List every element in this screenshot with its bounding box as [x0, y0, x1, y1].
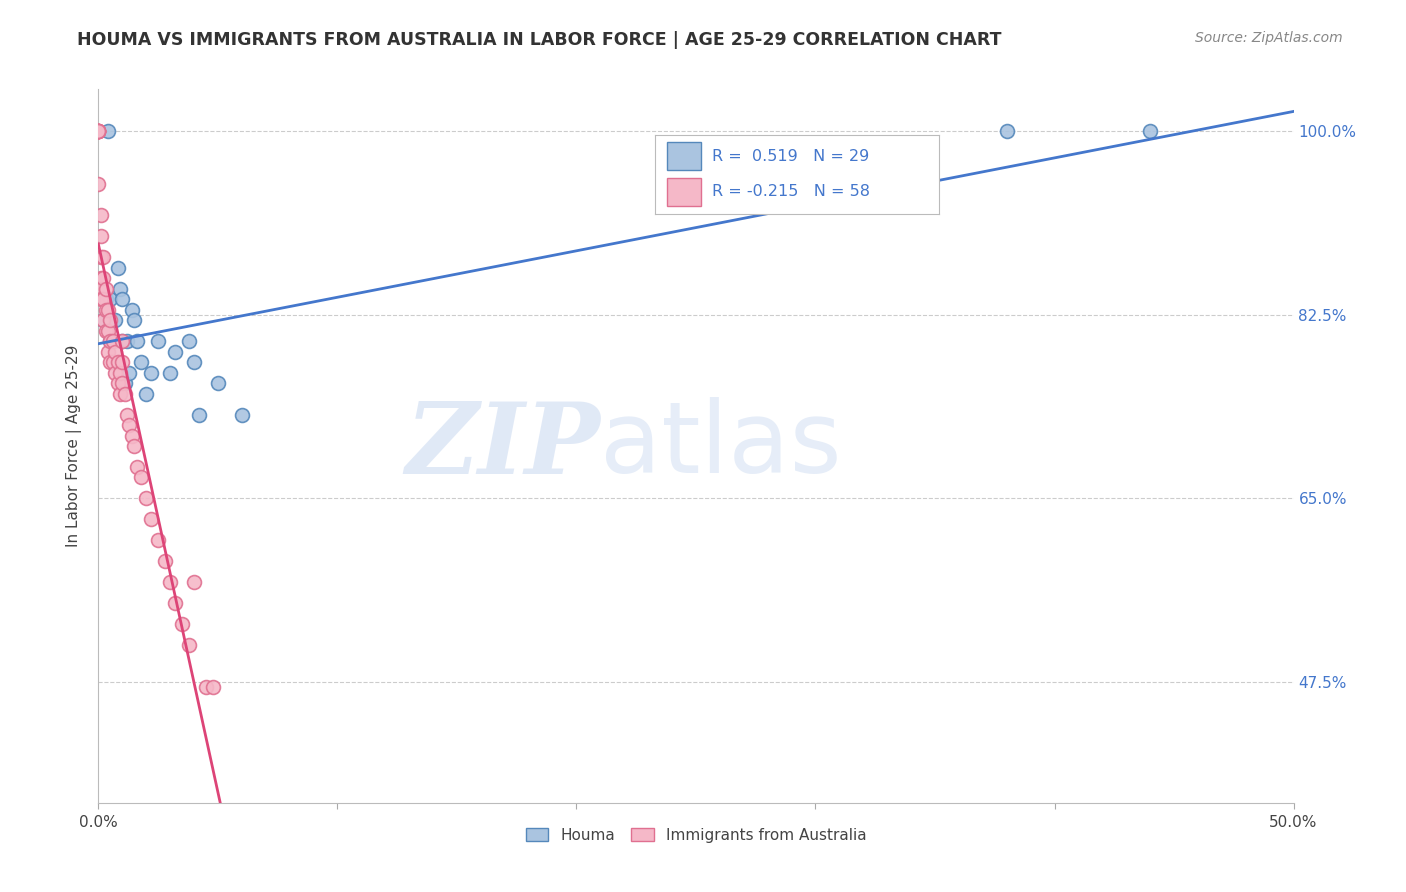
Point: [90, 271, 112, 285]
Point: [101, 355, 124, 369]
Point: [163, 344, 186, 359]
Point: [98, 334, 122, 348]
Point: [131, 470, 153, 484]
Point: [87, 124, 110, 138]
Point: [87, 124, 110, 138]
Point: [104, 344, 127, 359]
Point: [231, 408, 253, 422]
Point: [121, 302, 143, 317]
Point: [124, 313, 146, 327]
Point: [97, 344, 120, 359]
Point: [87, 124, 110, 138]
Y-axis label: In Labor Force | Age 25-29: In Labor Force | Age 25-29: [66, 345, 83, 547]
Point: [163, 596, 186, 610]
Point: [97, 302, 120, 317]
Point: [125, 460, 148, 475]
Point: [115, 334, 138, 348]
Point: [135, 386, 157, 401]
Point: [183, 575, 205, 590]
Point: [995, 124, 1018, 138]
Point: [87, 124, 110, 138]
Point: [91, 250, 114, 264]
Point: [135, 491, 157, 506]
Point: [115, 408, 138, 422]
Point: [124, 439, 146, 453]
Point: [148, 533, 170, 548]
Point: [111, 292, 134, 306]
Point: [139, 366, 162, 380]
Point: [108, 366, 131, 380]
Point: [98, 313, 122, 327]
Point: [1139, 124, 1161, 138]
Point: [97, 324, 120, 338]
Point: [148, 334, 170, 348]
Point: [183, 355, 205, 369]
Point: [104, 313, 127, 327]
Point: [98, 292, 122, 306]
Point: [90, 208, 112, 222]
Point: [207, 376, 229, 390]
Point: [179, 639, 201, 653]
Point: [121, 428, 143, 442]
Point: [91, 271, 114, 285]
Point: [125, 334, 148, 348]
Point: [87, 124, 110, 138]
Point: [172, 617, 194, 632]
Text: atlas: atlas: [600, 398, 842, 494]
Point: [114, 386, 136, 401]
Point: [159, 575, 181, 590]
Point: [187, 408, 209, 422]
Point: [87, 124, 110, 138]
Point: [111, 334, 134, 348]
Point: [111, 376, 134, 390]
Point: [108, 386, 131, 401]
Point: [87, 177, 110, 191]
Point: [139, 512, 162, 526]
Point: [202, 681, 225, 695]
Text: Source: ZipAtlas.com: Source: ZipAtlas.com: [1195, 31, 1343, 45]
Bar: [666, 178, 700, 205]
Point: [94, 292, 117, 306]
Point: [179, 334, 201, 348]
Point: [98, 334, 122, 348]
Point: [159, 366, 181, 380]
Point: [131, 355, 153, 369]
Point: [107, 260, 129, 275]
Text: R = -0.215   N = 58: R = -0.215 N = 58: [711, 185, 870, 199]
Point: [87, 124, 110, 138]
Point: [155, 554, 177, 568]
Bar: [666, 143, 700, 170]
Point: [118, 366, 141, 380]
Point: [195, 681, 218, 695]
Point: [107, 376, 129, 390]
Point: [97, 124, 120, 138]
Point: [101, 334, 124, 348]
Point: [111, 355, 134, 369]
Point: [98, 355, 122, 369]
Point: [108, 282, 131, 296]
Text: R =  0.519   N = 29: R = 0.519 N = 29: [711, 149, 869, 164]
Point: [90, 250, 112, 264]
Point: [94, 302, 117, 317]
Text: HOUMA VS IMMIGRANTS FROM AUSTRALIA IN LABOR FORCE | AGE 25-29 CORRELATION CHART: HOUMA VS IMMIGRANTS FROM AUSTRALIA IN LA…: [77, 31, 1002, 49]
Point: [90, 282, 112, 296]
Point: [91, 313, 114, 327]
Point: [114, 376, 136, 390]
Point: [90, 229, 112, 244]
Point: [118, 417, 141, 432]
Point: [111, 334, 134, 348]
Point: [91, 292, 114, 306]
Point: [91, 313, 114, 327]
Point: [87, 124, 110, 138]
Point: [104, 366, 127, 380]
Point: [94, 282, 117, 296]
Text: ZIP: ZIP: [405, 398, 600, 494]
Legend: Houma, Immigrants from Australia: Houma, Immigrants from Australia: [519, 822, 873, 848]
Point: [94, 324, 117, 338]
Point: [90, 292, 112, 306]
Point: [107, 355, 129, 369]
